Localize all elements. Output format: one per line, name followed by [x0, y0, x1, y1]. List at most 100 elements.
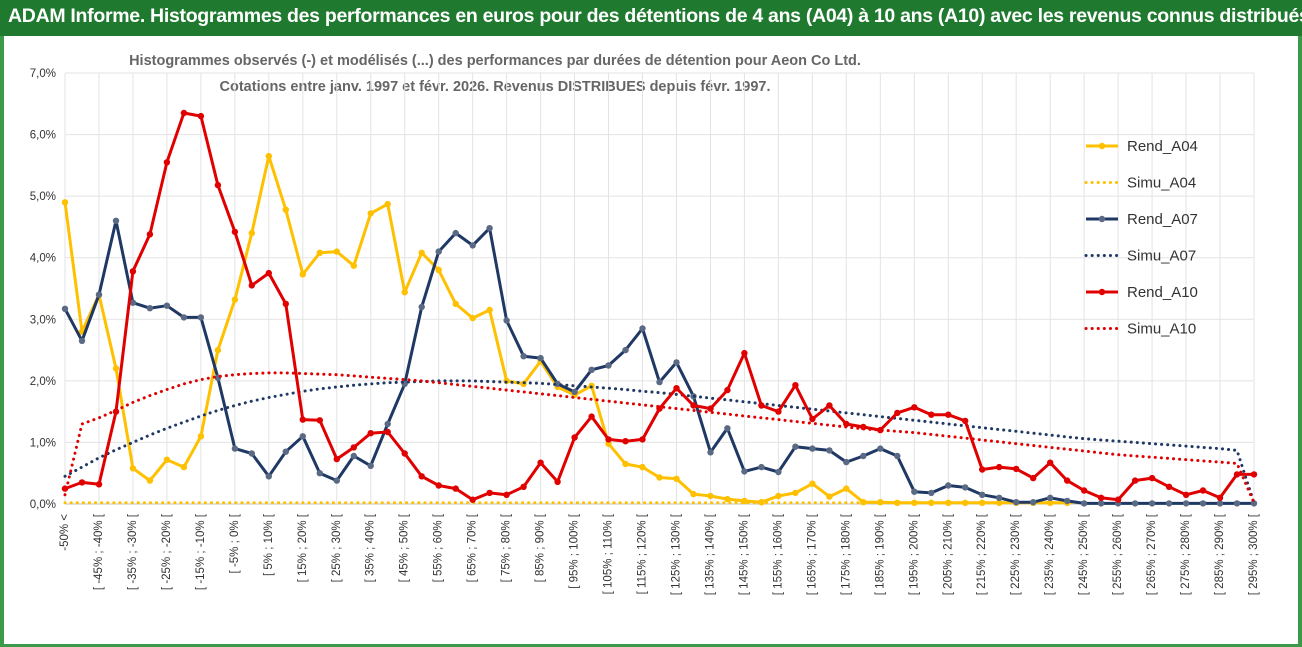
- data-point-rend-a10: [146, 231, 154, 238]
- data-point-rend-a04: [622, 460, 629, 468]
- legend: Rend_A04 Simu_A04 Rend_A07 Simu_A07 Rend_A10…: [1084, 138, 1198, 338]
- data-point-rend-a07: [1182, 500, 1190, 507]
- data-point-rend-a04: [656, 474, 663, 481]
- legend-marker-rend-a04: [1098, 142, 1106, 150]
- data-point-rend-a07: [622, 346, 629, 354]
- data-point-rend-a10: [690, 402, 697, 409]
- data-point-rend-a07: [758, 463, 765, 471]
- data-point-rend-a04: [979, 499, 986, 506]
- x-tick-label: [ 145% ; 150% [: [738, 513, 750, 595]
- header-bar: ADAM Informe. Histogrammes des performan…: [0, 0, 1302, 36]
- data-point-rend-a10: [945, 411, 952, 418]
- y-tick-label: 1,0%: [30, 437, 56, 449]
- data-point-rend-a04: [180, 463, 188, 471]
- series-line-rend-a04: [63, 154, 1068, 505]
- data-point-rend-a07: [180, 314, 188, 321]
- data-point-rend-a07: [809, 445, 816, 452]
- data-point-rend-a07: [129, 299, 137, 306]
- chart-subtitle-line1: Histogrammes observés (-) et modélisés (…: [129, 53, 861, 69]
- data-point-rend-a07: [78, 337, 86, 344]
- right-border: [1298, 36, 1302, 647]
- data-point-rend-a07: [316, 470, 323, 477]
- series-line-rend-a10: [64, 111, 1254, 502]
- data-point-rend-a04: [469, 314, 476, 322]
- data-point-rend-a04: [265, 152, 272, 160]
- data-point-rend-a07: [1097, 500, 1105, 507]
- data-point-rend-a10: [299, 416, 306, 423]
- x-tick-label: [ 15% ; 20% [: [297, 513, 309, 582]
- data-point-rend-a04: [418, 249, 425, 256]
- x-tick-label: [ 95% ; 100% [: [569, 513, 581, 589]
- data-point-rend-a10: [588, 413, 595, 420]
- x-tick-label: [ 35% ; 40% [: [365, 513, 377, 582]
- data-point-rend-a04: [673, 475, 680, 482]
- data-point-rend-a07: [877, 445, 884, 452]
- x-tick-label: [ 85% ; 90% [: [535, 513, 547, 582]
- data-point-rend-a07: [656, 378, 663, 386]
- x-tick-label: [ 285% ; 290% [: [1214, 513, 1226, 595]
- data-point-rend-a07: [673, 359, 680, 366]
- data-point-rend-a04: [962, 499, 969, 506]
- data-point-rend-a07: [605, 362, 612, 369]
- data-point-rend-a10: [707, 405, 714, 412]
- data-point-rend-a07: [486, 225, 493, 232]
- x-tick-label: [ 115% ; 120% [: [637, 513, 649, 594]
- data-point-rend-a04: [435, 266, 442, 274]
- data-point-rend-a10: [78, 479, 86, 486]
- data-point-rend-a10: [996, 463, 1003, 471]
- data-point-rend-a07: [1148, 500, 1156, 507]
- y-tick-label: 5,0%: [30, 191, 56, 203]
- data-point-rend-a07: [639, 325, 646, 332]
- data-point-rend-a07: [1131, 500, 1139, 507]
- data-point-rend-a07: [826, 447, 833, 454]
- data-point-rend-a07: [996, 494, 1003, 501]
- data-point-rend-a07: [588, 366, 595, 373]
- data-point-rend-a07: [333, 477, 340, 484]
- data-point-rend-a07: [1013, 499, 1020, 506]
- data-point-rend-a07: [469, 242, 476, 249]
- data-point-rend-a04: [1047, 499, 1054, 506]
- data-point-rend-a04: [401, 289, 408, 296]
- data-point-rend-a10: [639, 436, 646, 443]
- x-tick-label: [ 25% ; 30% [: [331, 513, 343, 582]
- data-point-rend-a04: [112, 365, 120, 372]
- x-tick-label: [ -35% ; -30% [: [127, 513, 139, 590]
- data-point-rend-a07: [384, 420, 391, 428]
- data-point-rend-a10: [197, 112, 205, 120]
- data-point-rend-a10: [486, 489, 493, 497]
- data-point-rend-a10: [537, 459, 544, 466]
- data-point-rend-a04: [826, 493, 833, 500]
- data-point-rend-a10: [962, 417, 969, 425]
- data-point-rend-a04: [129, 465, 137, 472]
- data-point-rend-a07: [197, 314, 205, 321]
- data-point-rend-a10: [95, 481, 103, 488]
- x-tick-label: [ 125% ; 130% [: [670, 513, 682, 595]
- left-border: [0, 36, 4, 647]
- x-tick-label: [ 265% ; 270% [: [1146, 513, 1158, 595]
- series-line-simu-a10: [63, 371, 1256, 505]
- y-tick-label: 7,0%: [30, 68, 56, 80]
- data-point-rend-a04: [316, 249, 323, 256]
- data-point-rend-a04: [843, 485, 850, 492]
- data-point-rend-a10: [1165, 483, 1173, 490]
- data-point-rend-a07: [265, 473, 272, 480]
- data-point-rend-a10: [979, 466, 986, 473]
- data-point-rend-a10: [741, 349, 748, 357]
- data-point-rend-a07: [962, 484, 969, 491]
- x-tick-label: [ 255% ; 260% [: [1112, 513, 1124, 595]
- data-point-rend-a07: [95, 291, 103, 298]
- x-tick-label: [ 65% ; 70% [: [467, 513, 479, 582]
- data-point-rend-a07: [860, 452, 867, 460]
- grid: [64, 72, 1255, 505]
- data-point-rend-a04: [214, 346, 222, 354]
- data-point-rend-a04: [61, 199, 69, 206]
- x-tick-label: [ 245% ; 250% [: [1078, 513, 1090, 595]
- data-point-rend-a07: [911, 488, 918, 495]
- series-line-simu-a07: [63, 379, 1256, 505]
- data-point-rend-a10: [452, 485, 459, 492]
- data-point-rend-a10: [1047, 459, 1054, 466]
- data-point-rend-a07: [979, 491, 986, 498]
- data-point-rend-a10: [775, 408, 782, 415]
- bottom-border: [0, 644, 1302, 647]
